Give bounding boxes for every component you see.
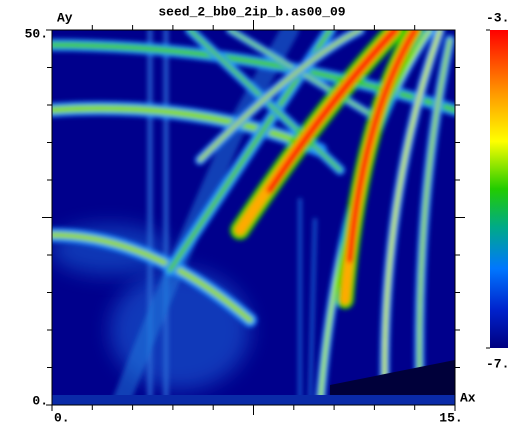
colorbar-tick-label: -3. xyxy=(486,10,508,25)
heatmap-image xyxy=(52,30,455,405)
colorbar-tick-label: -7. xyxy=(486,356,508,371)
y-axis-label: Ay xyxy=(57,10,73,25)
x-tick-label: 0. xyxy=(54,410,70,425)
y-tick-label: 50. xyxy=(25,26,48,41)
colorbar xyxy=(490,30,508,348)
y-tick-label: 0. xyxy=(32,393,48,408)
chart-title: seed_2_bb0_2ip_b.as00_09 xyxy=(158,4,345,19)
x-axis-label: Ax xyxy=(460,390,476,405)
x-tick-label: 15. xyxy=(439,410,462,425)
